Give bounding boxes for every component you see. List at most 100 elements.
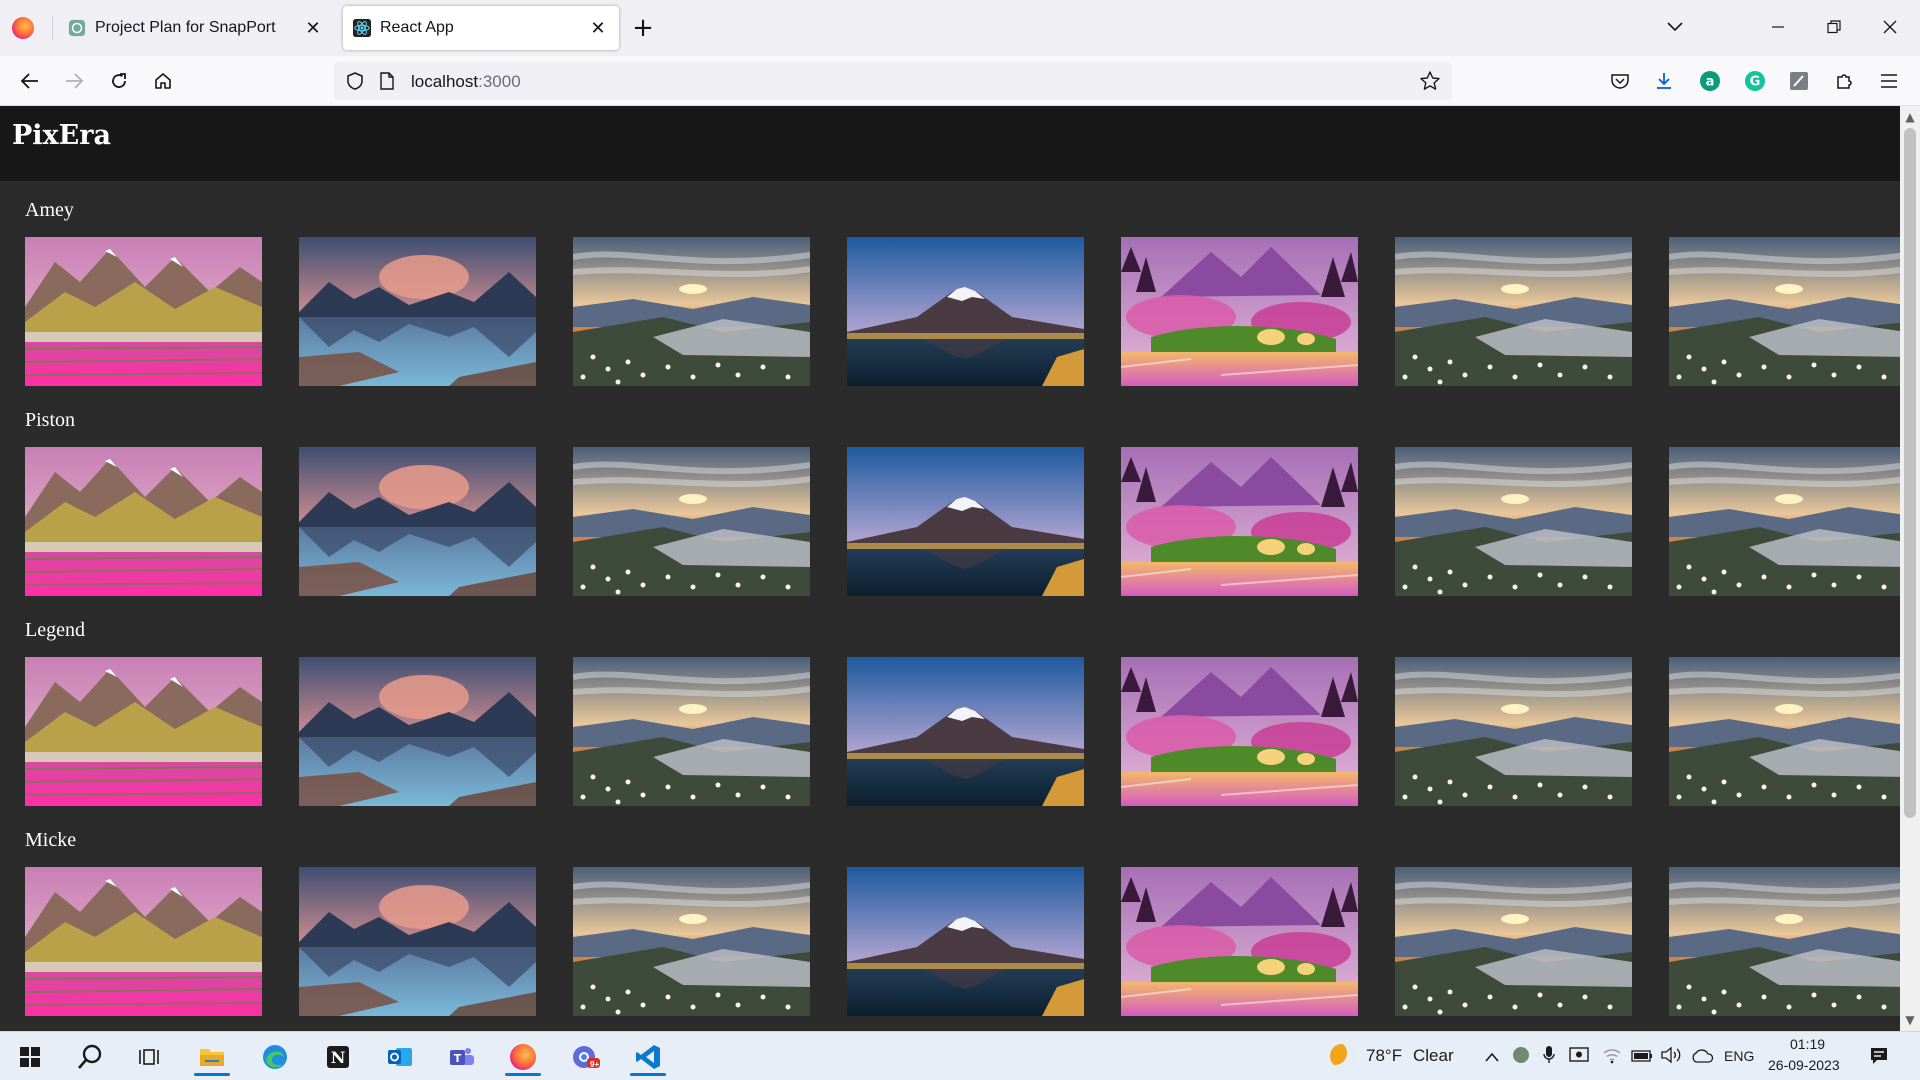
navigation-toolbar: localhost:3000 a G <box>0 56 1920 106</box>
gallery-image-fantasy-purple-forest[interactable] <box>1121 237 1358 386</box>
chrome-profile-icon[interactable]: 9+ <box>566 1038 606 1076</box>
extensions-icon[interactable] <box>1831 68 1857 94</box>
edge-browser-icon[interactable] <box>255 1038 295 1076</box>
teams-icon[interactable]: T <box>442 1038 482 1076</box>
clock-time[interactable]: 01:19 <box>1790 1036 1826 1052</box>
gallery-image-snowcap-volcano-lake[interactable] <box>847 657 1084 806</box>
gallery-image-mountain-lake-pink-cloud[interactable] <box>299 867 536 1016</box>
gallery-image-sunset-over-rocky-field[interactable] <box>573 237 810 386</box>
gallery-image-alpine-meadow-pink-flowers[interactable] <box>25 237 262 386</box>
back-icon[interactable] <box>14 65 46 97</box>
wifi-icon[interactable] <box>1602 1046 1622 1068</box>
tracking-protection-shield-icon[interactable] <box>345 71 365 91</box>
gallery-image-sunset-over-rocky-field[interactable] <box>573 867 810 1016</box>
forward-icon[interactable] <box>58 65 90 97</box>
svg-text:G: G <box>1750 75 1761 90</box>
row-name: Amey <box>25 199 74 221</box>
search-icon[interactable] <box>70 1038 110 1076</box>
row-name: Legend <box>25 619 85 641</box>
react-favicon-icon <box>353 19 371 37</box>
close-tab-icon[interactable]: ✕ <box>590 17 606 38</box>
close-tab-icon[interactable]: ✕ <box>305 17 321 38</box>
downloads-icon[interactable] <box>1651 68 1677 94</box>
gallery-image-sunset-over-rocky-field[interactable] <box>1669 657 1900 806</box>
gallery-image-alpine-meadow-pink-flowers[interactable] <box>25 657 262 806</box>
close-window-icon[interactable] <box>1868 10 1912 44</box>
list-all-tabs-icon[interactable] <box>1653 10 1697 44</box>
gallery-image-sunset-over-rocky-field[interactable] <box>1395 657 1632 806</box>
grammarly-a-extension-icon[interactable]: a <box>1697 68 1723 94</box>
volume-icon[interactable] <box>1660 1046 1682 1068</box>
file-explorer-icon[interactable] <box>192 1038 232 1076</box>
notifications-icon[interactable] <box>1869 1046 1889 1070</box>
restore-icon[interactable] <box>1812 10 1856 44</box>
grammarly-g-extension-icon[interactable]: G <box>1742 68 1768 94</box>
gallery-image-sunset-over-rocky-field[interactable] <box>1395 237 1632 386</box>
pocket-icon[interactable] <box>1607 68 1633 94</box>
scrollbar-thumb[interactable] <box>1904 128 1916 818</box>
gallery-image-sunset-over-rocky-field[interactable] <box>573 657 810 806</box>
page-info-icon[interactable] <box>379 72 395 90</box>
gallery-image-fantasy-purple-forest[interactable] <box>1121 867 1358 1016</box>
weather-moon-icon[interactable] <box>1330 1044 1354 1068</box>
gallery-image-fantasy-purple-forest[interactable] <box>1121 657 1358 806</box>
address-bar[interactable]: localhost:3000 <box>334 62 1452 100</box>
url-port: :3000 <box>478 72 521 91</box>
gallery-image-sunset-over-rocky-field[interactable] <box>1669 237 1900 386</box>
tab-label: React App <box>380 19 454 36</box>
weather-temp[interactable]: 78°F <box>1366 1046 1403 1065</box>
tab-project-plan[interactable]: Project Plan for SnapPort ✕ <box>58 6 334 50</box>
gallery-image-sunset-over-rocky-field[interactable] <box>1395 447 1632 596</box>
gallery-image-snowcap-volcano-lake[interactable] <box>847 867 1084 1016</box>
site-title[interactable]: PixEra <box>12 120 111 151</box>
status-circle-icon[interactable] <box>1513 1047 1529 1063</box>
firefox-taskbar-icon[interactable] <box>503 1038 543 1076</box>
clock-date[interactable]: 26-09-2023 <box>1768 1057 1840 1073</box>
gallery-image-sunset-over-rocky-field[interactable] <box>1669 867 1900 1016</box>
svg-text:a: a <box>1706 75 1715 90</box>
vscode-icon[interactable] <box>628 1038 668 1076</box>
new-tab-button[interactable]: + <box>632 13 654 43</box>
language-indicator[interactable]: ENG <box>1724 1048 1755 1064</box>
show-hidden-icons-icon[interactable] <box>1484 1048 1500 1067</box>
gallery-image-sunset-over-rocky-field[interactable] <box>1669 447 1900 596</box>
row-name: Piston <box>25 409 76 431</box>
windows-taskbar: N T 9+ 78°F Clear ENG 01:19 26-09-2023 <box>0 1031 1920 1080</box>
pen-extension-icon[interactable] <box>1786 68 1812 94</box>
gallery-image-snowcap-volcano-lake[interactable] <box>847 447 1084 596</box>
scroll-down-icon[interactable]: ▼ <box>1905 1013 1915 1027</box>
windows-start-icon[interactable] <box>10 1038 50 1076</box>
notion-icon[interactable]: N <box>318 1038 358 1076</box>
outlook-icon[interactable] <box>380 1038 420 1076</box>
site-header: PixEra <box>0 106 1900 181</box>
firefox-icon[interactable] <box>12 17 34 39</box>
scroll-up-icon[interactable]: ▲ <box>1905 110 1915 124</box>
battery-icon[interactable] <box>1631 1048 1653 1067</box>
reload-icon[interactable] <box>103 65 135 97</box>
screen-capture-icon[interactable] <box>1569 1046 1589 1068</box>
tab-react-app[interactable]: React App ✕ <box>343 6 619 50</box>
menu-hamburger-icon[interactable] <box>1876 68 1902 94</box>
row-name: Micke <box>25 829 77 851</box>
gallery-image-mountain-lake-pink-cloud[interactable] <box>299 237 536 386</box>
gallery-image-alpine-meadow-pink-flowers[interactable] <box>25 867 262 1016</box>
weather-desc[interactable]: Clear <box>1413 1046 1454 1065</box>
onedrive-cloud-icon[interactable] <box>1690 1048 1714 1067</box>
task-view-icon[interactable] <box>130 1038 170 1076</box>
page-viewport: PixEra Amey <box>0 106 1900 1031</box>
gallery-image-sunset-over-rocky-field[interactable] <box>573 447 810 596</box>
page-scrollbar[interactable]: ▲ ▼ <box>1900 106 1920 1031</box>
minimize-icon[interactable] <box>1756 10 1800 44</box>
gallery-image-sunset-over-rocky-field[interactable] <box>1395 867 1632 1016</box>
gallery-image-fantasy-purple-forest[interactable] <box>1121 447 1358 596</box>
gallery-image-mountain-lake-pink-cloud[interactable] <box>299 447 536 596</box>
tab-label: Project Plan for SnapPort <box>95 19 276 36</box>
gallery-image-mountain-lake-pink-cloud[interactable] <box>299 657 536 806</box>
microphone-icon[interactable] <box>1543 1045 1555 1069</box>
bookmark-star-icon[interactable] <box>1419 70 1441 92</box>
gallery-image-snowcap-volcano-lake[interactable] <box>847 237 1084 386</box>
url-text[interactable]: localhost:3000 <box>411 72 521 92</box>
gallery-image-alpine-meadow-pink-flowers[interactable] <box>25 447 262 596</box>
home-icon[interactable] <box>147 65 179 97</box>
svg-text:T: T <box>454 1052 462 1065</box>
